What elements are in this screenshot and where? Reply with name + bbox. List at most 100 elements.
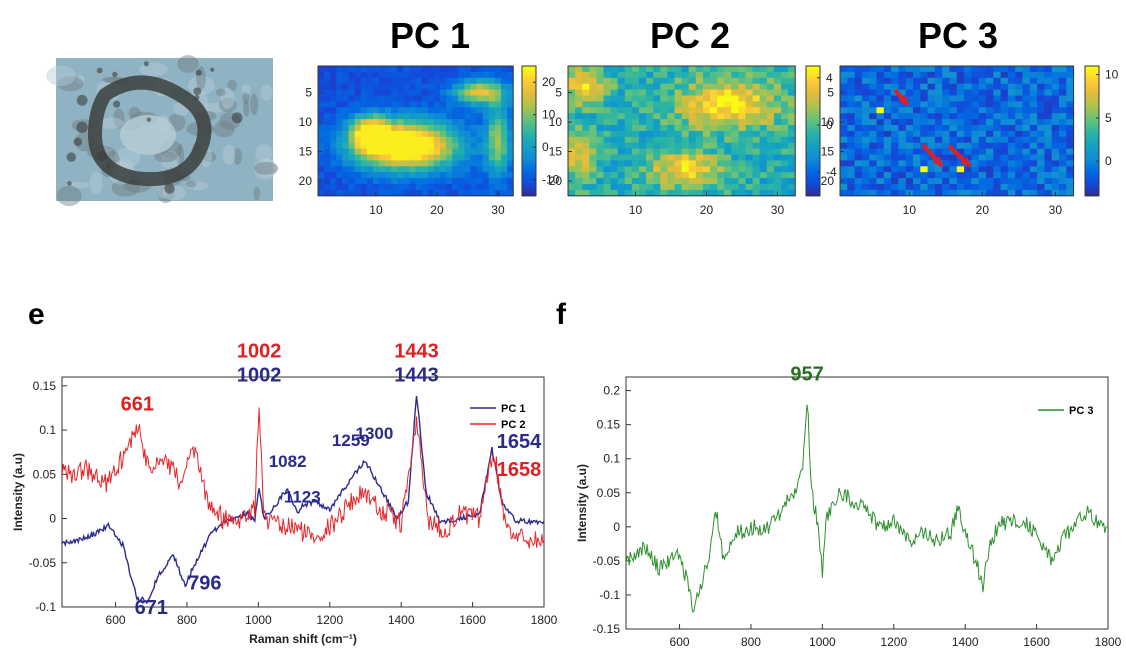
heatmap-cell: [610, 66, 619, 73]
heatmap-cell: [752, 166, 761, 173]
heatmap-cell: [575, 136, 583, 144]
heatmap-cell: [342, 113, 349, 120]
y-tick-label: 0.1: [39, 423, 56, 437]
heatmap-cell: [415, 184, 423, 191]
heatmap-cell: [956, 95, 965, 102]
colorbar-segment: [522, 140, 536, 145]
heatmap-cell: [494, 95, 502, 102]
heatmap-cell: [324, 130, 331, 138]
heatmap-cell: [336, 119, 343, 126]
heatmap-cell: [1007, 107, 1016, 114]
heatmap-cell: [482, 154, 490, 161]
heatmap-cell: [773, 119, 782, 126]
heatmap-cell: [646, 172, 654, 179]
heatmap-cell: [427, 66, 435, 73]
heatmap-cell: [978, 125, 987, 132]
heatmap-cell: [330, 178, 337, 185]
heatmap-cell: [639, 107, 647, 114]
colorbar-segment: [806, 66, 820, 70]
heatmap-cell: [324, 148, 331, 155]
x-tick-label: 600: [670, 635, 690, 649]
heatmap-cell: [660, 130, 668, 138]
photo-particle: [143, 61, 149, 67]
heatmap-cell: [464, 148, 471, 155]
heatmap-cell: [646, 107, 654, 114]
heatmap-cell: [403, 166, 410, 173]
heatmap-cell: [934, 83, 943, 90]
heatmap-cell: [781, 136, 789, 144]
heatmap-cell: [342, 95, 349, 102]
heatmap-cell: [920, 83, 928, 90]
heatmap-cell: [667, 142, 675, 149]
heatmap-cell: [724, 83, 732, 90]
heatmap-cell: [905, 178, 914, 185]
heatmap-cell: [318, 166, 325, 173]
heatmap-cell: [759, 66, 768, 73]
heatmap-cell: [482, 160, 490, 167]
heatmap-cell: [1037, 66, 1045, 73]
heatmap-cell: [759, 113, 768, 120]
colorbar-segment: [522, 124, 536, 129]
heatmap-cell: [391, 89, 398, 96]
colorbar-segment: [1085, 150, 1099, 155]
heatmap-cell: [913, 77, 921, 85]
heatmap-cell: [710, 184, 718, 191]
colorbar-segment: [522, 163, 536, 168]
heatmap-cell: [385, 160, 392, 167]
heatmap-cell: [702, 178, 711, 185]
heatmap-cell: [1007, 172, 1016, 179]
heatmap-cell: [582, 178, 590, 185]
heatmap-cell: [476, 154, 484, 161]
heatmap-cell: [488, 107, 496, 114]
heatmap-cell: [745, 184, 753, 191]
heatmap-cell: [1015, 148, 1023, 155]
heatmap-cell: [956, 125, 965, 132]
heatmap-cell: [476, 66, 484, 73]
heatmap-cell: [1015, 119, 1023, 126]
y-tick-label: 15: [299, 145, 313, 159]
heatmap-cell: [372, 77, 380, 85]
heatmap-cell: [501, 101, 508, 108]
photo-texture: [66, 181, 90, 189]
heatmap-cell: [1059, 119, 1067, 126]
heatmap-cell: [773, 178, 782, 185]
heatmap-cell: [589, 95, 597, 102]
heatmap-cell: [920, 71, 928, 79]
heatmap-cell: [869, 154, 877, 161]
heatmap-cell: [427, 148, 435, 155]
heatmap-cell: [674, 83, 682, 90]
heatmap-cell: [610, 107, 619, 114]
heatmap-cell: [624, 101, 633, 108]
heatmap-cell: [464, 166, 471, 173]
heatmap-cell: [1000, 71, 1009, 79]
heatmap-cell: [452, 83, 459, 90]
photo-texture: [98, 117, 124, 129]
heatmap-cell: [905, 77, 914, 85]
heatmap-cell: [738, 71, 746, 79]
heatmap-cell: [1059, 178, 1067, 185]
heatmap-cell: [920, 184, 928, 191]
heatmap-cell: [861, 83, 870, 90]
heatmap-cell: [781, 113, 789, 120]
heatmap-cell: [440, 95, 447, 102]
colorbar-segment: [806, 160, 820, 164]
heatmap-cell: [1044, 113, 1053, 120]
heatmap-cell: [1037, 125, 1045, 132]
heatmap-cell: [354, 148, 362, 155]
heatmap-cell: [488, 101, 496, 108]
heatmap-cell: [624, 142, 633, 149]
heatmap-cell: [717, 172, 725, 179]
heatmap-cell: [840, 101, 848, 108]
heatmap-cell: [942, 101, 950, 108]
colorbar-segment: [1085, 114, 1099, 119]
heatmap-cell: [688, 136, 697, 144]
heatmap-cell: [427, 77, 435, 85]
heatmap-cell: [617, 119, 626, 126]
heatmap-cell: [883, 184, 892, 191]
heatmap-cell: [366, 83, 374, 90]
colorbar-segment: [806, 134, 820, 138]
heatmap-cell: [440, 119, 447, 126]
heatmap-cell: [986, 166, 994, 173]
heatmap-cell: [446, 142, 453, 149]
heatmap-cell: [688, 148, 697, 155]
